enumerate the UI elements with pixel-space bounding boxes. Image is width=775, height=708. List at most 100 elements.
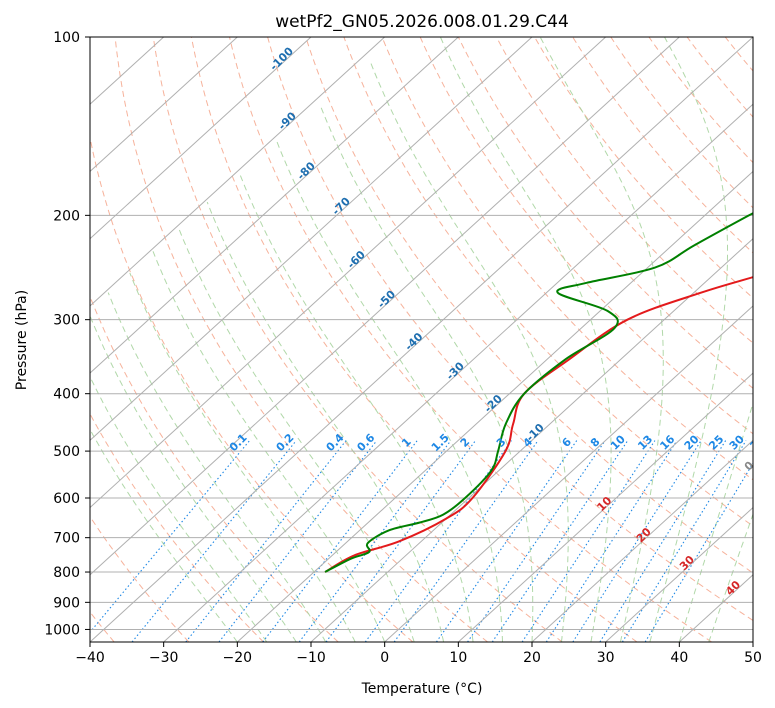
isotherm-label: -30	[444, 359, 467, 382]
mixing-ratio-line	[364, 440, 512, 642]
dry-adiabat-line	[495, 37, 753, 344]
dry-adiabat-label: 20	[634, 525, 654, 545]
isotherm-line	[605, 506, 753, 642]
dewpoint-profile-line	[324, 212, 753, 573]
moist-adiabats	[90, 37, 753, 642]
dry-adiabat-line	[90, 295, 339, 642]
isotherm-line	[90, 37, 680, 576]
mixing-ratio-line	[218, 440, 378, 642]
dry-adiabat-label: 40	[723, 578, 743, 598]
plot-frame	[89, 36, 754, 643]
y-tick-label: 1000	[44, 622, 80, 638]
dry-adiabat-line	[229, 37, 712, 642]
moist-adiabat-line	[152, 251, 386, 642]
y-tick-label: 600	[53, 491, 80, 507]
dry-adiabat-line	[610, 37, 753, 209]
dry-adiabat-line	[686, 37, 753, 118]
isotherm-label: -50	[375, 288, 398, 311]
moist-adiabat-line	[649, 37, 728, 642]
mixing-ratio-line	[467, 440, 606, 642]
dry-adiabat-line	[343, 37, 753, 527]
y-tick-label: 800	[53, 565, 80, 581]
moist-adiabat-line	[90, 428, 238, 642]
moist-adiabat-line	[90, 314, 297, 642]
mixing-ratio-line	[521, 440, 656, 642]
x-tick-label: 50	[744, 650, 762, 666]
dry-adiabat-line	[114, 37, 488, 642]
y-tick-label: 700	[53, 531, 80, 547]
y-axis-label: Pressure (hPa)	[14, 290, 30, 390]
x-tick-label: −10	[296, 650, 326, 666]
dry-adiabat-label: 30	[677, 553, 697, 573]
y-tick-label: 900	[53, 595, 80, 611]
dry-adiabat-line	[152, 37, 563, 642]
mixing-ratio-line	[545, 440, 678, 642]
line-labels: 0.1 0.2 0.4 0.6 1 1.5 2 3 4 6 8 10 13 16 20 25 30 36-100-…	[227, 44, 768, 598]
isotherm-line	[90, 37, 386, 307]
dry-adiabat-line	[267, 37, 753, 622]
dry-adiabat-line	[763, 37, 775, 642]
mixing-ratio-line	[644, 462, 753, 642]
mixing-ratio-line	[491, 440, 629, 642]
moist-adiabat-line	[129, 272, 356, 642]
chart-title: wetPf2_GN05.2026.008.01.29.C44	[275, 12, 569, 32]
mixing-ratio-line	[435, 440, 578, 642]
mixing-ratio-line	[185, 440, 347, 642]
dry-adiabat-line	[90, 412, 264, 642]
isotherm-line	[384, 305, 753, 642]
moist-adiabat-line	[178, 227, 415, 642]
x-tick-label: −40	[75, 650, 105, 666]
x-tick-label: 30	[597, 650, 615, 666]
mixing-ratio-label: 30	[727, 432, 747, 452]
moist-adiabat-line	[369, 61, 569, 642]
y-tick-label: 400	[53, 387, 80, 403]
y-axis-ticks: 100 200 300 400 500 600 700 800 900 1000	[44, 30, 90, 638]
mixing-ratio-line	[393, 440, 539, 642]
y-tick-label: 300	[53, 313, 80, 329]
x-tick-label: 40	[670, 650, 688, 666]
isotherm-grid	[90, 37, 753, 642]
mixing-ratio-line	[298, 440, 452, 642]
isotherm-label: -90	[276, 109, 299, 132]
isotherm-line	[752, 641, 753, 642]
x-tick-label: 20	[523, 650, 541, 666]
isotherm-label: -40	[402, 330, 425, 353]
isotherm-line	[90, 37, 533, 442]
isotherm-label: -60	[345, 248, 368, 271]
isotherm-line	[90, 37, 607, 509]
isotherm-line	[310, 237, 753, 642]
dry-adiabat-line	[724, 37, 753, 72]
dry-adiabat-line	[305, 37, 753, 574]
isotherm-line	[90, 37, 753, 642]
zero-isotherm-label: 0	[742, 458, 757, 473]
mixing-ratio-line	[262, 440, 418, 642]
moist-adiabat-line	[708, 513, 753, 642]
moist-adiabat-line	[206, 201, 445, 642]
x-tick-label: 10	[449, 650, 467, 666]
dry-adiabat-line	[90, 515, 190, 642]
dry-adiabat-line	[457, 37, 753, 389]
isotherm-line	[90, 37, 459, 374]
mixing-ratio-line	[131, 440, 297, 642]
y-tick-label: 200	[53, 208, 80, 224]
mixing-ratio-label: 36	[748, 432, 768, 452]
dry-adiabat-line	[90, 135, 414, 642]
isotherm-line	[457, 372, 753, 642]
x-axis-label: Temperature (°C)	[361, 681, 483, 697]
dry-adiabat-line	[572, 37, 753, 254]
dry-adiabat-line	[190, 37, 638, 642]
moist-adiabat-line	[319, 104, 534, 642]
dry-adiabats	[90, 37, 775, 642]
isotherm-label: -100	[267, 44, 296, 73]
moist-adiabat-line	[439, 37, 612, 642]
mixing-ratio-label: 16	[657, 432, 677, 452]
dry-adiabat-line	[534, 37, 753, 299]
moist-adiabat-line	[678, 401, 753, 642]
dry-adiabat-label: 10	[594, 494, 614, 514]
y-tick-label: 100	[53, 30, 80, 46]
mixing-ratio-label: 25	[706, 433, 726, 453]
x-tick-label: −30	[149, 650, 179, 666]
dry-adiabat-line	[419, 37, 753, 435]
isotherm-line	[163, 103, 753, 642]
